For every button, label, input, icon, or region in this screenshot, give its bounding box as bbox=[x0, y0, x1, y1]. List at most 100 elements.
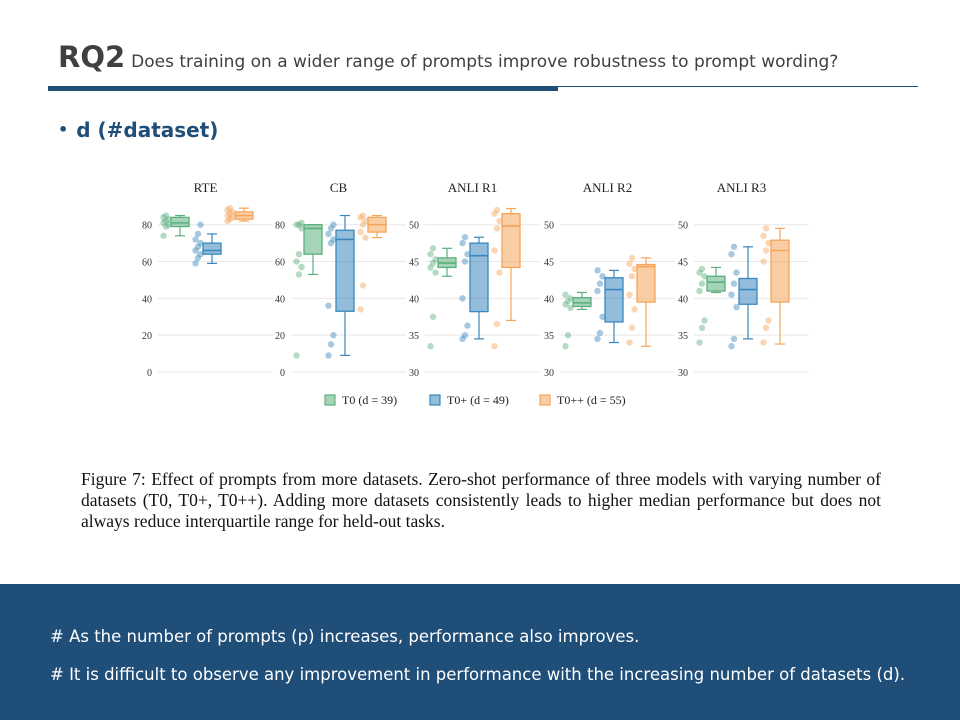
data-point bbox=[327, 239, 335, 247]
tick-label: 0 bbox=[280, 368, 285, 379]
data-point bbox=[224, 217, 231, 225]
legend-label: T0+ (d = 49) bbox=[447, 393, 509, 407]
data-point bbox=[760, 339, 767, 346]
data-point bbox=[192, 260, 199, 267]
data-point bbox=[226, 204, 234, 212]
data-point bbox=[628, 324, 636, 332]
data-point bbox=[160, 214, 167, 221]
data-point bbox=[464, 250, 471, 258]
rq-label: RQ2 bbox=[58, 40, 126, 74]
data-point bbox=[427, 343, 434, 350]
legend-label: T0++ (d = 55) bbox=[557, 393, 626, 407]
tick-label: 50 bbox=[544, 221, 554, 232]
data-point bbox=[698, 265, 706, 273]
data-point bbox=[229, 208, 236, 216]
data-point bbox=[728, 343, 735, 350]
data-point bbox=[762, 324, 770, 332]
data-point bbox=[493, 225, 501, 232]
tick-label: 0 bbox=[147, 368, 152, 379]
data-point bbox=[496, 269, 503, 276]
data-point bbox=[762, 247, 770, 254]
data-point bbox=[160, 232, 167, 239]
data-point bbox=[491, 247, 498, 254]
legend-swatch bbox=[324, 394, 336, 406]
data-point bbox=[192, 247, 199, 254]
data-point bbox=[696, 269, 703, 276]
tick-label: 40 bbox=[544, 294, 554, 305]
legend-swatch bbox=[429, 394, 441, 406]
panel-title: ANLI R2 bbox=[583, 180, 632, 195]
bullet-symbol: • bbox=[58, 120, 69, 139]
data-point bbox=[701, 273, 708, 280]
data-point bbox=[762, 225, 770, 232]
data-point bbox=[357, 306, 364, 313]
data-point bbox=[226, 210, 234, 217]
notes-band bbox=[0, 584, 960, 720]
box-plot-figure: 0 20 40 60 80 RTE 0 20 40 60 80 CB 30 35 40 45 50 ANLI R1… bbox=[142, 180, 809, 407]
data-point bbox=[562, 301, 569, 308]
data-point bbox=[461, 234, 469, 241]
iqr-box bbox=[170, 216, 190, 228]
tick-label: 50 bbox=[678, 221, 688, 232]
data-point bbox=[730, 243, 738, 251]
data-point bbox=[432, 269, 439, 276]
iqr-box bbox=[501, 213, 521, 269]
data-point bbox=[491, 210, 498, 217]
data-point bbox=[594, 287, 601, 295]
tick-label: 40 bbox=[409, 294, 419, 305]
data-point bbox=[327, 341, 335, 348]
data-point bbox=[226, 216, 234, 223]
tick-label: 40 bbox=[275, 294, 285, 305]
data-point bbox=[562, 291, 569, 298]
data-point bbox=[293, 221, 300, 228]
iqr-box bbox=[202, 242, 222, 255]
data-point bbox=[599, 313, 606, 320]
legend-label: T0 (d = 39) bbox=[342, 393, 397, 407]
tick-label: 45 bbox=[544, 258, 554, 269]
data-point bbox=[197, 250, 204, 258]
iqr-box bbox=[706, 275, 726, 292]
data-point bbox=[594, 335, 601, 343]
data-point bbox=[760, 232, 767, 239]
note-prompts: # As the number of prompts (p) increases… bbox=[50, 627, 640, 646]
data-point bbox=[696, 287, 703, 295]
data-point bbox=[165, 216, 172, 223]
figure-caption: Figure 7: Effect of prompts from more da… bbox=[81, 469, 881, 531]
data-point bbox=[765, 317, 772, 324]
data-point bbox=[567, 295, 574, 302]
data-point bbox=[298, 225, 305, 232]
data-point bbox=[295, 271, 303, 278]
legend-swatch bbox=[539, 394, 551, 406]
data-point bbox=[459, 239, 466, 247]
data-point bbox=[357, 228, 364, 236]
data-point bbox=[330, 236, 337, 243]
panel-title: ANLI R1 bbox=[448, 180, 497, 195]
data-point bbox=[295, 221, 303, 228]
data-point bbox=[730, 280, 738, 287]
data-point bbox=[359, 282, 367, 289]
data-point bbox=[631, 265, 638, 273]
data-point bbox=[628, 273, 636, 280]
tick-label: 30 bbox=[678, 368, 688, 379]
data-point bbox=[427, 264, 434, 271]
data-point bbox=[464, 322, 471, 329]
data-point bbox=[224, 206, 231, 214]
title-divider-accent bbox=[48, 86, 558, 91]
data-point bbox=[293, 352, 300, 359]
tick-label: 60 bbox=[275, 258, 285, 269]
data-point bbox=[733, 304, 740, 311]
data-point bbox=[760, 258, 767, 265]
data-point bbox=[728, 250, 735, 258]
data-point bbox=[564, 298, 572, 305]
tick-label: 40 bbox=[142, 294, 152, 305]
data-point bbox=[330, 331, 337, 339]
data-point bbox=[197, 239, 204, 247]
iqr-box bbox=[738, 277, 758, 305]
iqr-box bbox=[303, 224, 323, 255]
data-point bbox=[162, 212, 170, 219]
data-point bbox=[224, 212, 231, 219]
data-point bbox=[631, 306, 638, 313]
note-datasets: # It is difficult to observe any improve… bbox=[50, 665, 906, 684]
data-point bbox=[432, 256, 439, 263]
data-point bbox=[459, 295, 466, 302]
